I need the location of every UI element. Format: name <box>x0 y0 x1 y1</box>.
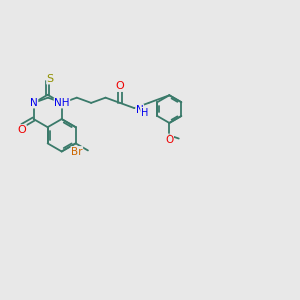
Text: N: N <box>136 105 144 115</box>
Text: Br: Br <box>71 147 82 157</box>
Text: NH: NH <box>54 98 70 108</box>
Text: H: H <box>141 107 148 118</box>
Text: S: S <box>47 74 54 84</box>
Text: N: N <box>30 98 38 108</box>
Text: O: O <box>165 135 173 145</box>
Text: O: O <box>116 81 124 92</box>
Text: O: O <box>17 125 26 135</box>
